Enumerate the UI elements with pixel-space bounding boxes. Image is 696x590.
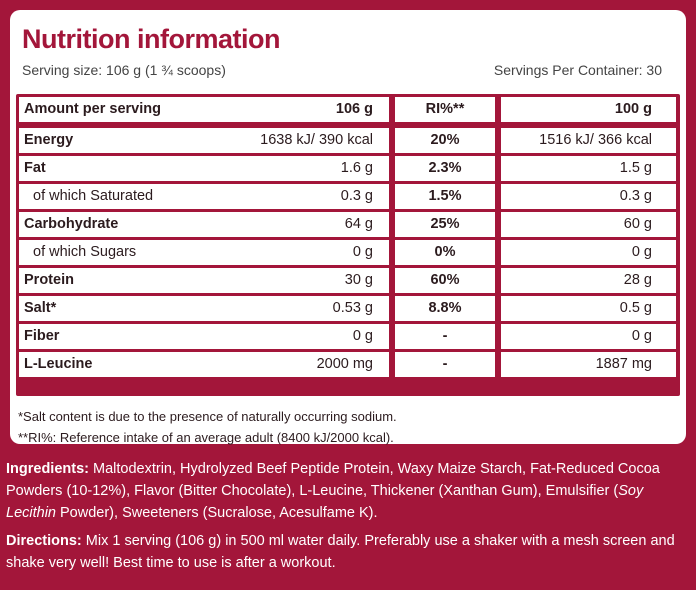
row-per-serving: 1.6 g (340, 160, 373, 176)
ingredients-text-end: Powder), Sweeteners (Sucralose, Acesulfa… (55, 505, 378, 521)
row-per-100g: 1516 kJ/ 366 kcal (539, 132, 652, 148)
row-per-serving: 30 g (344, 272, 373, 288)
directions-label: Directions: (6, 533, 82, 549)
col-header-amount: Amount per serving (24, 101, 161, 117)
row-per-serving: 0 g (352, 244, 373, 260)
table-row: L-Leucine 2000 mg - 1887 mg (16, 352, 680, 377)
table-header-row: Amount per serving 106 g RI%** 100 g (16, 97, 680, 122)
row-ri: - (395, 324, 495, 349)
table-row: Fat 1.6 g 2.3% 1.5 g (16, 156, 680, 181)
ingredients-italic: Soy Lecithin (6, 483, 644, 521)
row-per-serving: 0.3 g (340, 188, 373, 204)
row-per-serving: 0 g (352, 328, 373, 344)
row-ri: 2.3% (395, 156, 495, 181)
servings-per-container: Servings Per Container: 30 (493, 62, 662, 78)
row-per-serving: 0.53 g (332, 300, 373, 316)
footnotes: *Salt content is due to the presence of … (18, 406, 397, 448)
row-per-serving: 64 g (344, 216, 373, 232)
ri-footnote: **RI%: Reference intake of an average ad… (18, 430, 394, 445)
table-row: Protein 30 g 60% 28 g (16, 268, 680, 293)
row-per-100g: 0 g (631, 328, 652, 344)
row-ri: 8.8% (395, 296, 495, 321)
row-per-100g: 60 g (623, 216, 652, 232)
row-per-100g: 28 g (623, 272, 652, 288)
row-ri: 20% (395, 128, 495, 153)
row-per-serving: 2000 mg (316, 356, 373, 372)
row-label: Fat (24, 160, 46, 176)
row-per-100g: 0.5 g (619, 300, 652, 316)
nutrition-title: Nutrition information (22, 24, 280, 54)
nutrition-card: Nutrition information Serving size: 106 … (10, 10, 686, 445)
top-cropped-fragment (0, 0, 696, 9)
nutrition-table: Amount per serving 106 g RI%** 100 g Ener… (16, 94, 680, 396)
col-header-per-100g: 100 g (614, 101, 652, 117)
col-header-per-serving: 106 g (335, 101, 373, 117)
row-ri: 1.5% (395, 184, 495, 209)
salt-footnote: *Salt content is due to the presence of … (18, 409, 397, 424)
ingredients-text: Maltodextrin, Hydrolyzed Beef Peptide Pr… (6, 461, 660, 499)
directions-paragraph: Directions: Mix 1 serving (106 g) in 500… (6, 530, 686, 574)
table-row: of which Saturated 0.3 g 1.5% 0.3 g (16, 184, 680, 209)
row-label: of which Saturated (33, 188, 154, 204)
table-row: Carbohydrate 64 g 25% 60 g (16, 212, 680, 237)
row-ri: 60% (395, 268, 495, 293)
row-per-100g: 0 g (631, 244, 652, 260)
directions-text: Mix 1 serving (106 g) in 500 ml water da… (6, 533, 675, 571)
table-row: of which Sugars 0 g 0% 0 g (16, 240, 680, 265)
row-ri: 0% (395, 240, 495, 265)
table-row: Fiber 0 g - 0 g (16, 324, 680, 349)
row-label: Protein (24, 272, 74, 288)
row-ri: 25% (395, 212, 495, 237)
row-label: Fiber (24, 328, 60, 344)
serving-size: Serving size: 106 g (1 ¾ scoops) (22, 62, 226, 78)
row-per-100g: 1887 mg (595, 356, 652, 372)
row-label: of which Sugars (33, 244, 137, 260)
row-per-100g: 0.3 g (619, 188, 652, 204)
row-per-serving: 1638 kJ/ 390 kcal (260, 132, 373, 148)
table-row: Salt* 0.53 g 8.8% 0.5 g (16, 296, 680, 321)
ingredients-label: Ingredients: (6, 461, 89, 477)
row-per-100g: 1.5 g (619, 160, 652, 176)
row-label: Carbohydrate (24, 216, 119, 232)
row-label: Energy (24, 132, 74, 148)
row-label: L-Leucine (24, 356, 93, 372)
row-label: Salt* (24, 300, 57, 316)
col-header-ri: RI%** (395, 97, 495, 122)
ingredients-paragraph: Ingredients: Maltodextrin, Hydrolyzed Be… (6, 458, 686, 524)
row-ri: - (395, 352, 495, 377)
table-row: Energy 1638 kJ/ 390 kcal 20% 1516 kJ/ 366… (16, 128, 680, 153)
